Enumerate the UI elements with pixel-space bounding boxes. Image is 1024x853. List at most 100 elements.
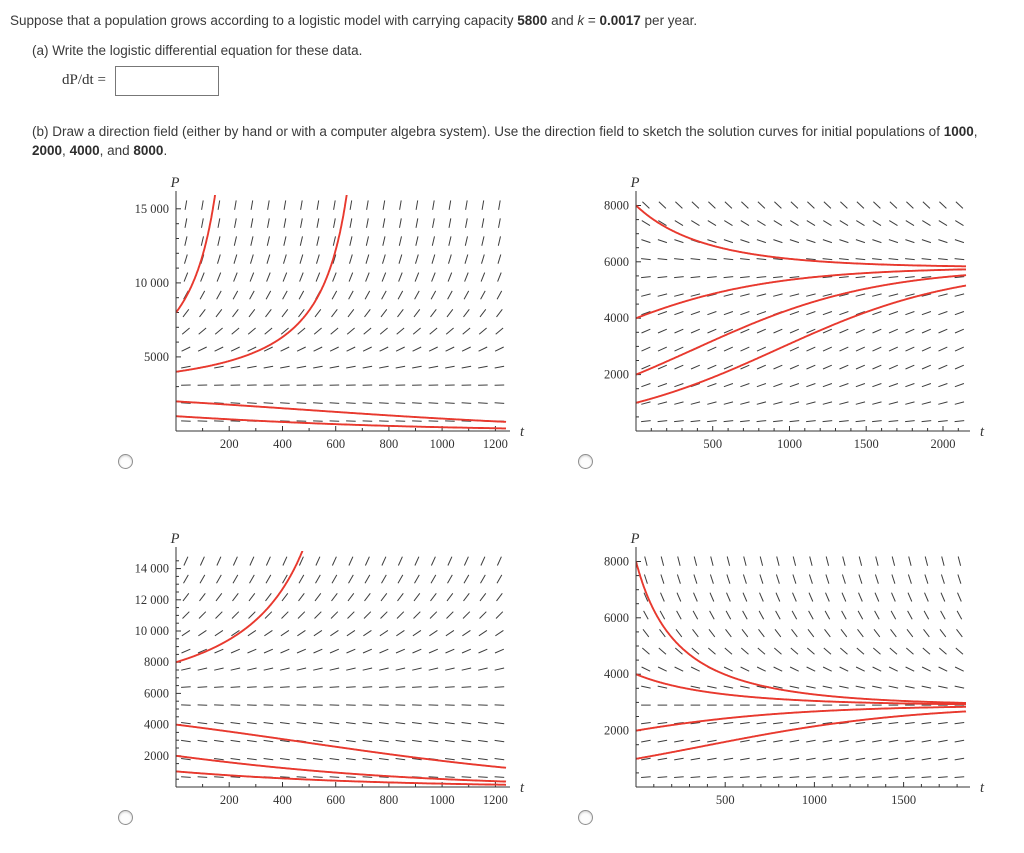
svg-text:8000: 8000: [604, 555, 629, 569]
svg-text:6000: 6000: [144, 686, 169, 700]
svg-text:6000: 6000: [604, 255, 629, 269]
svg-text:1000: 1000: [430, 793, 455, 807]
svg-text:4000: 4000: [604, 311, 629, 325]
x-axis-title: t: [520, 424, 525, 440]
y-axis-title: P: [170, 175, 180, 191]
direction-field-chart-C: 200 400 600 800 1000 1200 2000 4000 6000 8000 10 0…: [104, 527, 534, 827]
solution-curve-P0-4000: [636, 268, 967, 320]
axes: [175, 547, 510, 788]
svg-text:8000: 8000: [604, 199, 629, 213]
option-C-radio[interactable]: [118, 810, 133, 826]
part-b-label: (b) Draw a direction field (either by ha…: [32, 123, 978, 159]
part-a-answer-row: dP/dt =: [62, 65, 1014, 96]
svg-text:200: 200: [220, 437, 239, 451]
axis-labels: 200 400 600 800 1000 1200 2000 4000 6000 8000 10 0…: [135, 531, 525, 807]
slope-field: [641, 556, 965, 779]
svg-text:1500: 1500: [891, 793, 916, 807]
svg-text:1000: 1000: [430, 437, 455, 451]
svg-text:400: 400: [273, 793, 292, 807]
solution-curve-P0-8000: [176, 551, 304, 664]
svg-text:2000: 2000: [604, 724, 629, 738]
plot-svg-C: 200 400 600 800 1000 1200 2000 4000 6000 8000 10 0…: [135, 531, 525, 807]
slope-field: [181, 556, 505, 778]
slope-field: [181, 200, 505, 422]
slope-field: [641, 201, 965, 423]
problem-statement: Suppose that a population grows accordin…: [10, 13, 698, 28]
part-a-label: (a) Write the logistic differential equa…: [32, 42, 363, 58]
svg-text:1200: 1200: [483, 437, 508, 451]
solution-curve-P0-2000: [176, 400, 507, 423]
solution-curves: [636, 561, 967, 760]
solution-curve-P0-1000: [636, 710, 967, 760]
dpdt-answer-input[interactable]: [114, 65, 219, 96]
svg-text:10 000: 10 000: [135, 276, 169, 290]
svg-text:400: 400: [273, 437, 292, 451]
axes: [635, 547, 970, 788]
solution-curves: [636, 204, 967, 404]
svg-text:14 000: 14 000: [135, 562, 169, 576]
y-axis-title: P: [170, 531, 180, 547]
solution-curve-P0-2000: [636, 274, 967, 376]
solution-curve-P0-8000: [636, 204, 967, 268]
solution-curve-P0-1000: [176, 415, 507, 430]
option-A-radio[interactable]: [118, 454, 133, 470]
svg-text:10 000: 10 000: [135, 624, 169, 638]
svg-text:600: 600: [326, 437, 345, 451]
svg-text:12 000: 12 000: [135, 593, 169, 607]
svg-text:1200: 1200: [483, 793, 508, 807]
svg-text:1500: 1500: [854, 437, 879, 451]
svg-text:4000: 4000: [144, 718, 169, 732]
svg-text:15 000: 15 000: [135, 202, 169, 216]
option-C: 200 400 600 800 1000 1200 2000 4000 6000 8000 10 0…: [74, 527, 534, 827]
y-axis-title: P: [630, 175, 640, 191]
solution-curve-P0-2000: [176, 754, 507, 783]
solution-curve-P0-8000: [176, 195, 216, 314]
svg-text:6000: 6000: [604, 611, 629, 625]
svg-text:600: 600: [326, 793, 345, 807]
svg-text:2000: 2000: [931, 437, 956, 451]
y-axis-title: P: [630, 531, 640, 547]
axes: [175, 191, 510, 432]
solution-curve-P0-2000: [636, 705, 967, 732]
solution-curves: [176, 551, 507, 786]
axes: [635, 191, 970, 432]
svg-text:2000: 2000: [604, 368, 629, 382]
option-D-radio[interactable]: [578, 810, 593, 826]
x-axis-title: t: [980, 780, 985, 796]
svg-text:200: 200: [220, 793, 239, 807]
solution-curve-P0-1000: [176, 770, 507, 786]
svg-text:500: 500: [716, 793, 735, 807]
solution-curve-P0-1000: [636, 284, 967, 404]
svg-text:800: 800: [380, 437, 399, 451]
svg-text:1000: 1000: [777, 437, 802, 451]
solution-curve-P0-4000: [176, 723, 507, 769]
svg-text:4000: 4000: [604, 667, 629, 681]
svg-text:5000: 5000: [144, 350, 169, 364]
option-B-radio[interactable]: [578, 454, 593, 470]
svg-text:500: 500: [703, 437, 722, 451]
dpdt-label: dP/dt =: [62, 72, 106, 89]
svg-text:800: 800: [380, 793, 399, 807]
svg-text:8000: 8000: [144, 655, 169, 669]
solution-curves: [176, 195, 507, 430]
solution-curve-P0-4000: [636, 673, 967, 706]
x-axis-title: t: [520, 780, 525, 796]
svg-text:1000: 1000: [802, 793, 827, 807]
svg-text:2000: 2000: [144, 749, 169, 763]
solution-curve-P0-4000: [176, 195, 348, 373]
x-axis-title: t: [980, 424, 985, 440]
solution-curve-P0-8000: [636, 561, 967, 704]
